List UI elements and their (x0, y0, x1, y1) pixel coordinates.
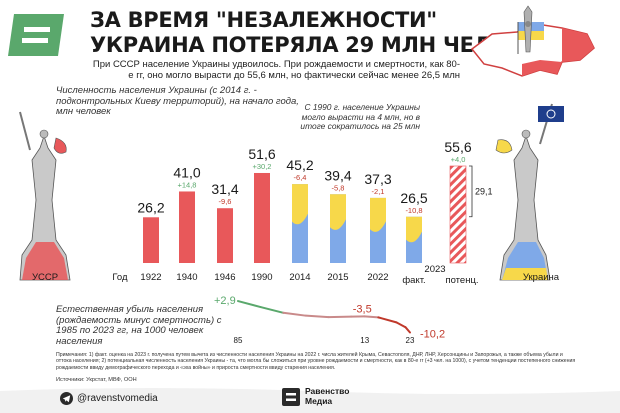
decline-line-segment (363, 315, 380, 319)
gap-value: 29,1 (475, 186, 493, 196)
year-2023-label: 2023 (424, 264, 445, 275)
category-label: 2014 (289, 272, 310, 283)
change-label: +4,0 (451, 155, 466, 164)
ussr-label: УССР (32, 272, 58, 283)
bar-1946 (217, 208, 233, 263)
decline-line-segment (282, 311, 307, 317)
category-label: 2015 (327, 272, 348, 283)
bar-1990 (254, 172, 270, 263)
ukraine-label: Украина (523, 272, 560, 283)
value-label: 45,2 (286, 157, 313, 173)
change-label: +14,8 (178, 180, 197, 189)
decline-value-label: -10,2 (420, 328, 445, 340)
bar-6 (370, 197, 386, 263)
change-label: -10,8 (405, 206, 422, 215)
bar-4 (292, 184, 308, 263)
value-label: 55,6 (444, 139, 471, 155)
note-1990: С 1990 г. население Украины могло выраст… (300, 102, 420, 132)
category-label: факт. (402, 275, 425, 286)
bar-yellow-part (292, 184, 308, 225)
change-label: -5,8 (332, 183, 345, 192)
brand-logo: Равенство Медиа (282, 386, 350, 406)
brand-equals-icon (282, 387, 300, 406)
bar-1922 (143, 217, 159, 263)
bar-7 (406, 216, 422, 263)
bar-yellow-part (330, 194, 346, 230)
bar-1940 (179, 191, 195, 263)
change-label: -2,1 (372, 187, 385, 196)
telegram-icon (60, 392, 73, 405)
population-bar-chart: 26,2 1922 41,0+14,8 1940 31,4-9,6 1946 51,6+30… (19, 103, 564, 286)
motherland-monument-left-icon (19, 111, 71, 281)
category-label: 1940 (176, 272, 197, 283)
category-label: 2022 (367, 272, 388, 283)
change-label: -9,6 (219, 197, 232, 206)
value-label: 39,4 (324, 167, 351, 183)
change-label: -6,4 (294, 173, 307, 182)
telegram-handle: @ravenstvomedia (77, 393, 158, 404)
decline-value-label: +2,9 (214, 295, 236, 307)
decline-tick-label: 85 (234, 336, 243, 345)
decline-tick-label: 13 (360, 336, 369, 345)
decline-line-segment (237, 300, 262, 309)
year-axis-label: Год (112, 272, 128, 283)
natural-decline-line-chart: +2,9 85 -3,5 13 -10,2 23 (214, 295, 445, 345)
decline-line-segment (377, 316, 398, 324)
value-label: 26,5 (400, 190, 427, 206)
title-line-1: ЗА ВРЕМЯ "НЕЗАЛЕЖНОСТИ" (90, 8, 437, 32)
footnote: Примечания: 1) факт. оценка на 2023 г. п… (56, 352, 576, 371)
brand-line-2: Медиа (305, 395, 333, 406)
category-label: 1922 (140, 272, 161, 283)
page-subtitle: При СССР население Украины удвоилось. Пр… (92, 59, 460, 81)
decline-line-segment (304, 314, 330, 319)
footer-wave (0, 388, 620, 413)
decline-line-segment (395, 321, 407, 329)
value-label: 37,3 (364, 171, 391, 187)
bar-5 (330, 194, 346, 263)
change-label: +30,2 (253, 162, 272, 171)
gap-bracket (469, 165, 473, 218)
natural-decline-label: Естественная убыль населения (рождаемост… (56, 304, 222, 347)
motherland-monument-right-icon (495, 103, 564, 281)
category-label: 1990 (251, 272, 272, 283)
value-label: 41,0 (173, 164, 200, 180)
decline-tick-label: 23 (406, 336, 415, 345)
value-label: 31,4 (211, 181, 238, 197)
bar-yellow-part (370, 197, 386, 232)
value-label: 51,6 (248, 146, 275, 162)
bar-yellow-part (406, 216, 422, 243)
sources: Источники: Укрстат, МВФ, ООН (56, 377, 137, 383)
ukraine-map-flag-icon (470, 5, 595, 77)
value-label: 26,2 (137, 199, 164, 215)
brand-line-1: Равенство (305, 386, 350, 396)
decline-line-segment (404, 326, 411, 334)
category-label: 1946 (214, 272, 235, 283)
equality-logo-icon (8, 14, 64, 56)
decline-line-segment (259, 306, 285, 314)
chart-description: Численность населения Украины (с 2014 г.… (56, 85, 299, 117)
bar-potential (449, 165, 467, 264)
decline-value-label: -3,5 (353, 303, 372, 315)
telegram-link[interactable]: @ravenstvomedia (60, 392, 158, 405)
category-label: потенц. (445, 275, 478, 286)
